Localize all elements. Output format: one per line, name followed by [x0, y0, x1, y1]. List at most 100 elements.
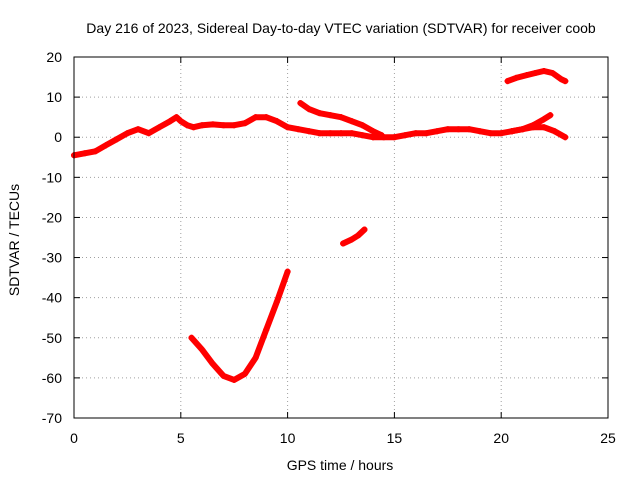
data-point — [316, 110, 323, 117]
data-point — [92, 148, 99, 155]
series-line — [188, 268, 291, 383]
data-point — [370, 128, 377, 135]
y-tick-label: 0 — [54, 129, 62, 145]
data-point — [412, 130, 419, 137]
data-point — [391, 134, 398, 141]
data-point — [209, 121, 216, 128]
data-point — [423, 130, 430, 137]
y-axis-label: SDTVAR / TECUs — [6, 184, 22, 296]
data-point — [199, 122, 206, 129]
x-tick-label: 25 — [600, 430, 616, 446]
y-tick-label: 10 — [46, 89, 62, 105]
y-tick-label: -50 — [42, 330, 62, 346]
data-point — [348, 236, 355, 243]
data-point — [338, 130, 344, 137]
data-point — [444, 126, 451, 133]
data-point — [370, 134, 377, 141]
data-point — [113, 136, 120, 143]
data-point — [551, 128, 558, 135]
series-late-rise — [508, 112, 554, 135]
data-point — [519, 126, 526, 133]
data-point — [378, 132, 385, 139]
x-tick-label: 15 — [387, 430, 403, 446]
y-tick-label: -30 — [42, 250, 62, 266]
plot-frame — [73, 56, 609, 419]
data-point — [241, 370, 248, 377]
data-point — [540, 68, 547, 75]
data-point — [504, 78, 511, 85]
y-tick-label: 20 — [46, 49, 62, 65]
data-point — [348, 130, 355, 137]
y-tick-label: -40 — [42, 290, 62, 306]
data-point — [530, 122, 537, 129]
data-point — [252, 354, 259, 361]
data-point — [199, 346, 206, 353]
data-point — [348, 118, 355, 125]
data-point — [231, 122, 238, 129]
data-point — [466, 126, 473, 133]
data-point — [295, 126, 302, 133]
y-tick-label: -10 — [42, 169, 62, 185]
data-point — [498, 130, 505, 137]
chart-title: Day 216 of 2023, Sidereal Day-to-day VTE… — [86, 20, 596, 36]
data-point — [508, 128, 515, 135]
data-point — [177, 118, 184, 125]
data-point — [338, 114, 344, 121]
data-point — [103, 142, 110, 149]
x-tick-label: 5 — [177, 430, 185, 446]
data-point — [273, 298, 280, 305]
data-point — [156, 124, 163, 131]
data-point — [263, 114, 270, 121]
y-tick-label: -20 — [42, 209, 62, 225]
data-point — [124, 130, 131, 137]
series-upper-branch — [297, 100, 385, 139]
data-point — [81, 150, 88, 157]
data-point — [476, 128, 483, 135]
data-point — [523, 72, 530, 79]
series-short-segment — [340, 226, 368, 247]
x-tick-label: 10 — [280, 430, 296, 446]
data-point — [220, 122, 227, 129]
data-point — [305, 128, 312, 135]
x-tick-label: 0 — [70, 430, 78, 446]
data-point — [316, 130, 323, 137]
data-point — [549, 70, 556, 77]
y-tick-label: -60 — [42, 370, 62, 386]
data-point — [173, 114, 180, 121]
grid — [74, 57, 608, 418]
data-point — [190, 124, 197, 131]
data-point — [241, 120, 248, 127]
data-point — [361, 226, 368, 233]
data-point — [220, 372, 227, 379]
data-point — [359, 122, 366, 129]
data-point — [209, 360, 216, 367]
data-point — [188, 334, 195, 341]
data-point — [359, 132, 366, 139]
data-point — [434, 128, 441, 135]
series-dip-curve — [188, 268, 291, 383]
data-point — [284, 268, 291, 275]
x-ticks: 0 5 10 15 20 25 — [70, 57, 616, 446]
data-point — [455, 126, 462, 133]
data-point — [327, 130, 334, 137]
data-point — [402, 132, 409, 139]
data-point — [327, 112, 334, 119]
data-point — [145, 130, 152, 137]
data-point — [547, 112, 554, 119]
data-point — [532, 70, 539, 77]
series-line — [340, 226, 368, 247]
y-tick-label: -70 — [42, 410, 62, 426]
data-point — [540, 116, 547, 123]
series-top-right-arc — [504, 68, 569, 85]
data-point — [562, 78, 569, 85]
data-point — [558, 76, 565, 83]
data-point — [305, 106, 312, 113]
data-point — [135, 126, 142, 133]
data-point — [284, 124, 291, 131]
data-point — [231, 376, 238, 383]
x-tick-label: 20 — [493, 430, 509, 446]
data-point — [487, 130, 494, 137]
data-point — [562, 134, 569, 141]
